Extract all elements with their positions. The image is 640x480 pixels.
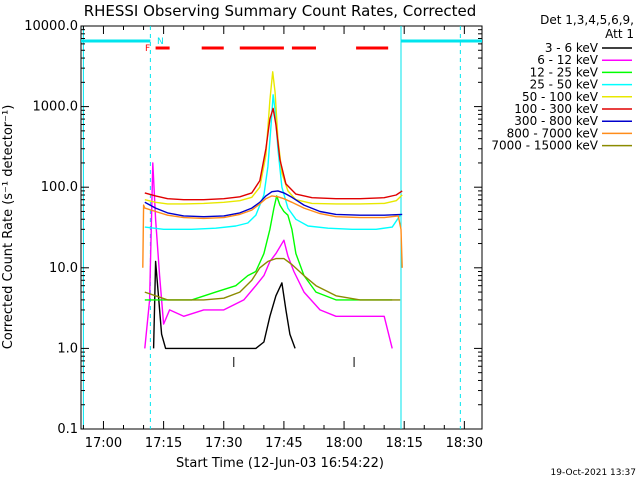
legend-header-line1: Det 1,3,4,5,6,9, [540,13,634,27]
legend-label: 800 - 7000 keV [507,126,599,140]
flare-flag-label: F [145,44,150,54]
legend-label: 50 - 100 keV [522,90,599,104]
y-tick-label: 10000.0 [24,19,78,34]
legend-label: 12 - 25 keV [530,65,599,79]
series-line [144,94,401,231]
plot-frame [80,25,483,430]
y-tick-label: 10.0 [49,261,78,276]
x-tick-label: 17:00 [85,436,122,451]
legend-label: 7000 - 15000 keV [491,139,598,153]
series-line [144,190,403,218]
series-line [144,162,393,349]
series-line [144,195,393,301]
y-axis: 10000.0 1000.0 100.0 10.0 1.0 0.1 [24,19,482,437]
y-tick-label: 0.1 [57,422,78,437]
x-tick-label: 17:30 [205,436,242,451]
x-tick-label: 17:15 [145,436,182,451]
series-line [152,260,296,350]
series-line [142,195,403,268]
y-tick-label: 1.0 [57,341,78,356]
x-tick-label: 17:45 [265,436,302,451]
x-tick-label: 18:30 [446,436,483,451]
legend-label: 6 - 12 keV [537,53,599,67]
flag-bars: NF [81,26,482,429]
series-line [144,107,403,201]
y-tick-label: 100.0 [41,180,78,195]
night-flag-label: N [157,37,164,47]
legend-label: 3 - 6 keV [545,41,599,55]
legend-label: 25 - 50 keV [530,78,599,92]
legend-label: 100 - 300 keV [514,102,598,116]
series-line [144,71,403,205]
series-lines [142,71,403,350]
legend-label: 300 - 800 keV [514,114,598,128]
x-tick-label: 18:15 [385,436,422,451]
y-tick-label: 1000.0 [33,100,79,115]
x-tick-label: 18:00 [325,436,362,451]
x-axis: 17:00 17:15 17:30 17:45 18:00 18:15 18:30 [82,26,483,451]
series-line [144,257,401,301]
y-axis-label: Corrected Count Rate (s⁻¹ detector⁻¹) [1,105,16,350]
legend-header-line2: Att 1 [605,27,634,41]
generation-timestamp: 19-Oct-2021 13:37 [551,468,636,478]
x-axis-label: Start Time (12-Jun-03 16:54:22) [176,456,384,471]
chart-title: RHESSI Observing Summary Count Rates, Co… [84,2,477,20]
